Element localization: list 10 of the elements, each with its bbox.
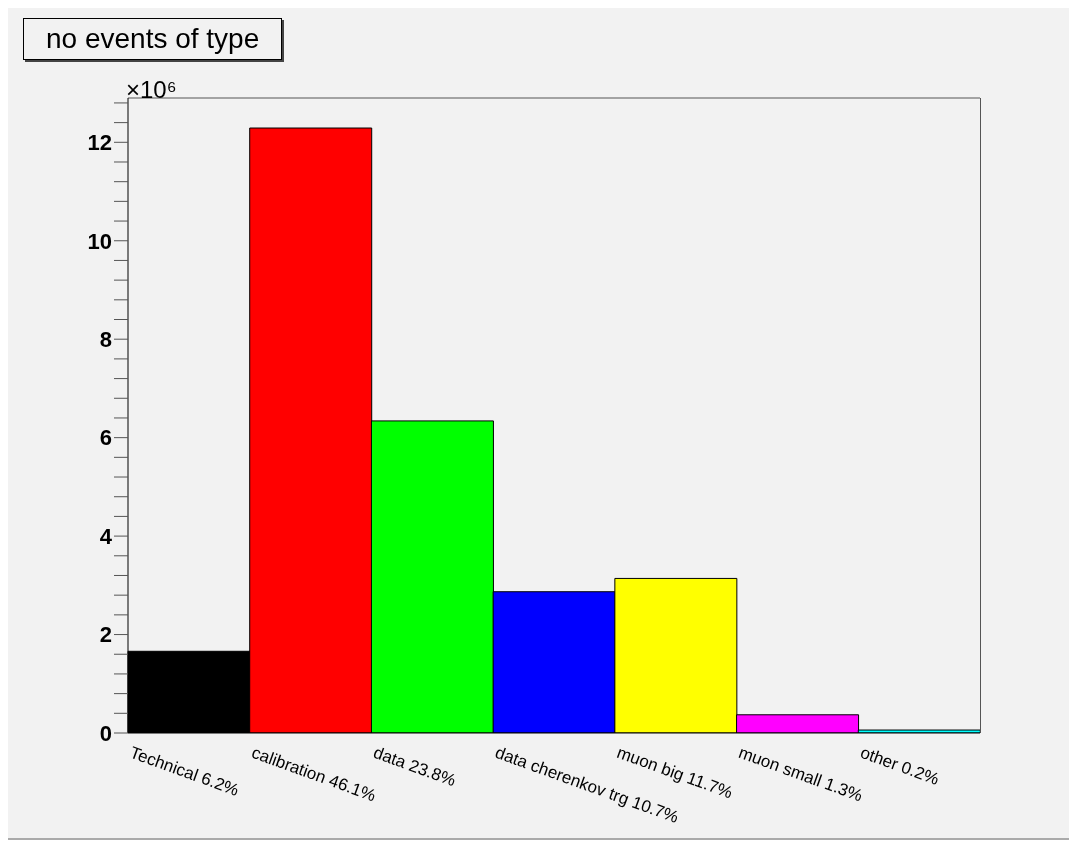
y-tick-label: 10 bbox=[87, 228, 112, 254]
y-tick-label: 2 bbox=[99, 622, 112, 648]
y-tick-label: 0 bbox=[99, 720, 112, 746]
y-tick-label: 6 bbox=[99, 425, 112, 451]
x-tick-label: other 0.2% bbox=[857, 742, 942, 789]
y-tick-label: 8 bbox=[99, 327, 112, 353]
chart-title: no events of type bbox=[23, 18, 283, 60]
y-tick-label: 4 bbox=[99, 523, 113, 549]
y-axis-title: ×10⁶ bbox=[126, 76, 177, 103]
y-tick-label: 12 bbox=[87, 130, 112, 156]
